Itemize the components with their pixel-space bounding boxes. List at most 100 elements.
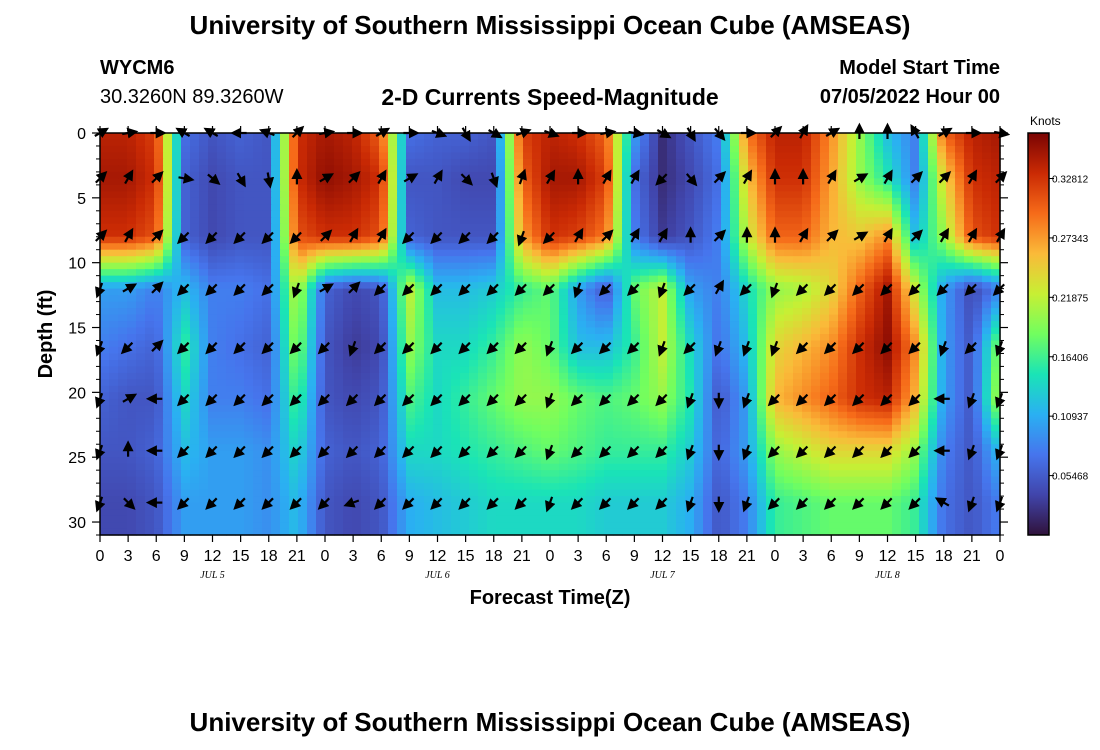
heatmap-cell — [856, 191, 866, 199]
heatmap-cell — [289, 210, 299, 218]
heatmap-cell — [622, 424, 632, 432]
heatmap-cell — [424, 405, 434, 413]
heatmap-cell — [838, 314, 848, 322]
heatmap-cell — [451, 223, 461, 231]
heatmap-cell — [424, 359, 434, 368]
heatmap-cell — [397, 392, 407, 400]
heatmap-cell — [379, 314, 389, 322]
heatmap-cell — [919, 210, 929, 218]
heatmap-cell — [523, 398, 533, 406]
heatmap-cell — [118, 418, 128, 426]
heatmap-cell — [460, 223, 470, 231]
heatmap-cell — [145, 340, 155, 348]
heatmap-cell — [964, 327, 974, 335]
heatmap-cell — [748, 249, 758, 257]
heatmap-cell — [163, 223, 173, 231]
heatmap-cell — [235, 353, 245, 361]
heatmap-cell — [973, 437, 983, 445]
heatmap-cell — [190, 249, 200, 257]
heatmap-cell — [532, 295, 542, 303]
heatmap-cell — [541, 165, 551, 173]
heatmap-cell — [901, 165, 911, 173]
heatmap-cell — [415, 178, 425, 186]
heatmap-cell — [685, 353, 695, 361]
heatmap-cell — [631, 431, 641, 439]
heatmap-cell — [127, 275, 137, 283]
heatmap-cell — [622, 431, 632, 439]
heatmap-cell — [352, 269, 362, 277]
heatmap-cell — [352, 210, 362, 218]
heatmap-cell — [919, 223, 929, 231]
heatmap-cell — [631, 269, 641, 277]
heatmap-cell — [982, 230, 992, 238]
heatmap-cell — [361, 243, 371, 251]
heatmap-cell — [226, 165, 236, 173]
heatmap-cell — [514, 321, 524, 329]
heatmap-cell — [226, 314, 236, 322]
heatmap-cell — [595, 178, 605, 186]
heatmap-cell — [343, 197, 353, 205]
heatmap-cell — [595, 340, 605, 348]
heatmap-cell — [100, 275, 110, 283]
heatmap-cell — [856, 210, 866, 218]
heatmap-cell — [658, 145, 668, 154]
heatmap-cell — [199, 145, 209, 154]
heatmap-cell — [712, 191, 722, 199]
heatmap-cell — [172, 431, 182, 439]
heatmap-cell — [199, 398, 209, 406]
heatmap-cell — [712, 204, 722, 212]
heatmap-cell — [460, 256, 470, 264]
heatmap-cell — [919, 385, 929, 393]
heatmap-cell — [856, 334, 866, 342]
heatmap-cell — [298, 223, 308, 231]
heatmap-cell — [883, 379, 893, 387]
heatmap-cell — [811, 301, 821, 309]
heatmap-cell — [631, 223, 641, 231]
heatmap-cell — [946, 308, 956, 316]
heatmap-cell — [604, 210, 614, 218]
heatmap-cell — [649, 353, 659, 361]
heatmap-cell — [181, 301, 191, 309]
heatmap-cell — [271, 398, 281, 406]
heatmap-cell — [226, 450, 236, 458]
heatmap-cell — [172, 366, 182, 374]
heatmap-cell — [721, 379, 731, 387]
heatmap-cell — [226, 256, 236, 264]
heatmap-cell — [433, 418, 443, 426]
heatmap-cell — [793, 171, 803, 179]
heatmap-cell — [379, 379, 389, 387]
heatmap-cell — [145, 321, 155, 329]
heatmap-cell — [424, 301, 434, 309]
heatmap-cell — [361, 340, 371, 348]
heatmap-cell — [946, 184, 956, 192]
heatmap-cell — [298, 366, 308, 374]
heatmap-cell — [136, 158, 146, 167]
heatmap-cell — [487, 314, 497, 322]
heatmap-cell — [424, 314, 434, 322]
heatmap-cell — [154, 385, 164, 393]
heatmap-cell — [370, 210, 380, 218]
heatmap-cell — [847, 301, 857, 309]
heatmap-cell — [154, 152, 164, 160]
heatmap-cell — [766, 236, 776, 244]
heatmap-cell — [109, 372, 119, 380]
heatmap-cell — [190, 275, 200, 283]
heatmap-cell — [946, 372, 956, 380]
heatmap-cell — [163, 249, 173, 257]
heatmap-cell — [802, 372, 812, 380]
heatmap-cell — [730, 405, 740, 413]
heatmap-cell — [523, 165, 533, 173]
heatmap-cell — [721, 385, 731, 393]
heatmap-cell — [361, 288, 371, 296]
heatmap-cell — [343, 262, 353, 270]
heatmap-cell — [154, 223, 164, 231]
heatmap-cell — [361, 334, 371, 342]
heatmap-cell — [910, 210, 920, 218]
heatmap-cell — [847, 295, 857, 303]
heatmap-cell — [784, 139, 794, 147]
heatmap-cell — [604, 385, 614, 393]
heatmap-cell — [577, 437, 587, 445]
heatmap-cell — [730, 197, 740, 205]
heatmap-cell — [100, 359, 110, 368]
heatmap-cell — [469, 437, 479, 445]
